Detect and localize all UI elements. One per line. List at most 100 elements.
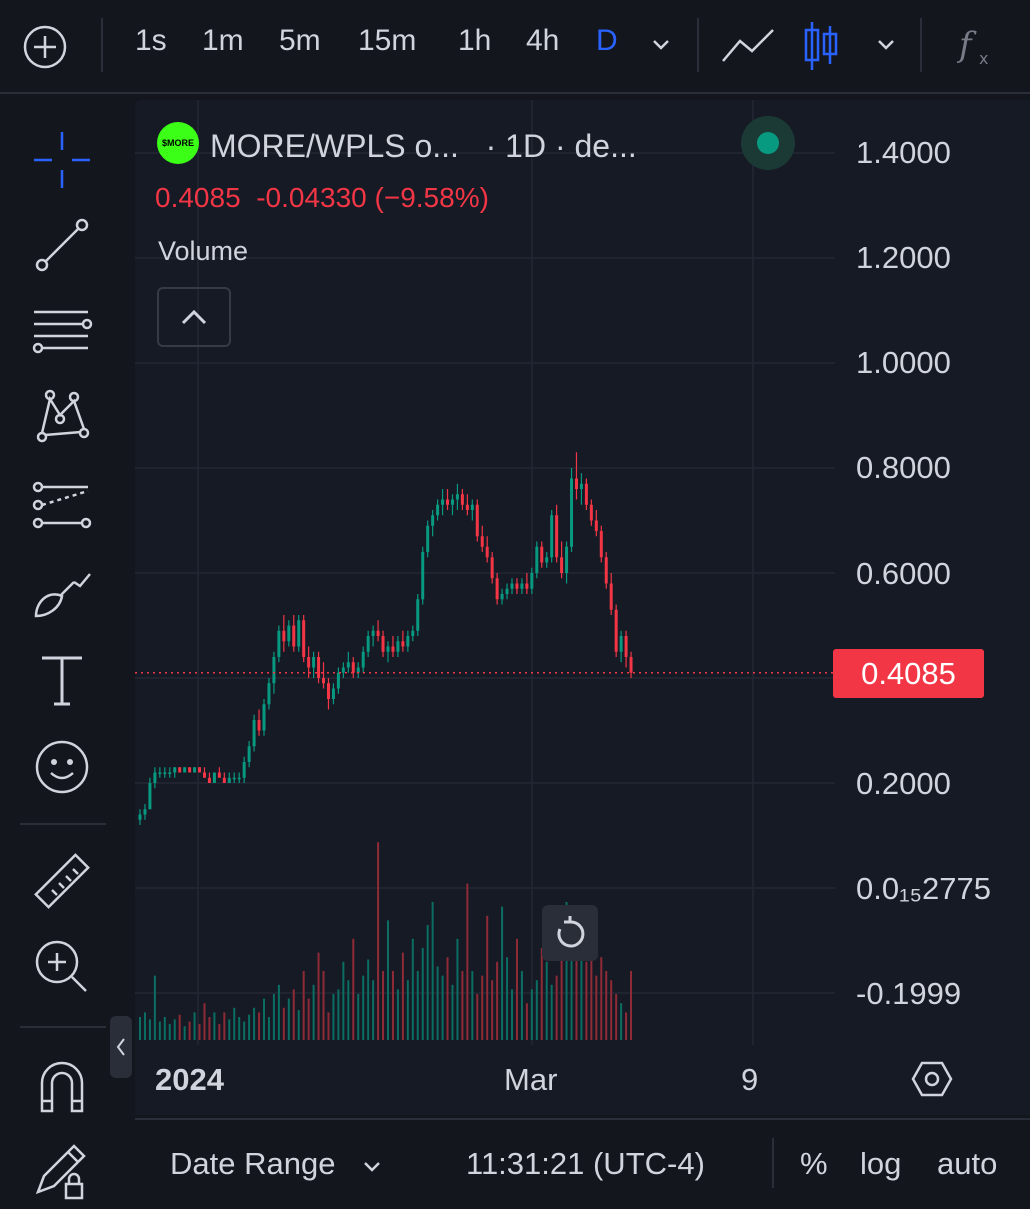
ruler-icon[interactable]: [30, 850, 94, 914]
price-axis-label: 1.0000: [856, 345, 951, 380]
trend-line-icon[interactable]: [30, 213, 94, 277]
interval-1m[interactable]: 1m: [202, 24, 244, 57]
volume-bar: [406, 980, 409, 1040]
candle-body: [614, 609, 618, 652]
volume-bar: [258, 1012, 261, 1040]
interval-5m[interactable]: 5m: [279, 24, 321, 57]
price-chart[interactable]: [135, 100, 1030, 1045]
forecast-icon[interactable]: [30, 473, 94, 537]
candle-body: [153, 772, 157, 783]
time-axis[interactable]: [135, 1045, 1030, 1115]
volume-bar: [476, 994, 479, 1040]
parallel-lines-icon[interactable]: [30, 300, 94, 364]
candle-body: [143, 809, 147, 815]
volume-label[interactable]: Volume: [158, 236, 249, 266]
zoom-in-icon[interactable]: [30, 935, 94, 999]
volume-bar: [411, 938, 414, 1040]
symbol-title[interactable]: MORE/WPLS o... · 1D · de...: [210, 128, 637, 164]
candle-body: [485, 546, 489, 558]
interval-1h[interactable]: 1h: [458, 24, 492, 57]
lock-drawings-icon[interactable]: [30, 1140, 94, 1204]
candle-body: [322, 678, 326, 684]
auto-scale-toggle[interactable]: auto: [937, 1146, 998, 1181]
line-chart-icon[interactable]: [720, 26, 776, 66]
interval-d[interactable]: D: [596, 24, 618, 57]
percent-scale-toggle[interactable]: %: [800, 1146, 828, 1181]
volume-bar: [600, 957, 603, 1040]
candle-body: [520, 583, 524, 589]
pattern-xabcd-icon[interactable]: [30, 385, 94, 449]
interval-15m[interactable]: 15m: [358, 24, 417, 57]
candle-body: [386, 646, 390, 652]
symbol-logo: $MORE: [157, 122, 199, 164]
date-range-button[interactable]: Date Range: [170, 1146, 336, 1181]
chart-pane[interactable]: [135, 100, 1030, 1045]
candle-body: [416, 599, 420, 631]
candle-body: [207, 777, 211, 783]
candle-body: [232, 777, 236, 780]
add-symbol-icon[interactable]: [22, 24, 68, 70]
chevron-down-icon[interactable]: [876, 38, 896, 52]
candle-body: [331, 688, 335, 699]
interval-4h[interactable]: 4h: [526, 24, 560, 57]
crosshair-icon[interactable]: [30, 128, 94, 192]
emoji-icon[interactable]: [30, 735, 94, 799]
clock-timezone[interactable]: 11:31:21 (UTC-4): [466, 1146, 705, 1181]
candle-body: [168, 772, 172, 774]
chevron-down-icon[interactable]: [362, 1160, 382, 1172]
text-icon[interactable]: [30, 648, 94, 712]
candle-body: [173, 767, 177, 773]
drawing-toolbar: [0, 100, 125, 1200]
volume-bar: [282, 1007, 285, 1040]
reset-chart-button[interactable]: [542, 905, 598, 961]
candle-body: [217, 772, 221, 778]
candle-body: [525, 583, 529, 589]
volume-bar: [188, 1021, 191, 1040]
toolbar-divider: [20, 823, 106, 825]
volume-bar: [253, 1007, 256, 1040]
candle-body: [307, 657, 311, 668]
candle-body: [376, 630, 380, 636]
volume-bar: [511, 989, 513, 1040]
candle-body: [510, 583, 514, 589]
volume-bar: [466, 883, 469, 1040]
candle-body: [148, 783, 152, 810]
volume-bar: [238, 1017, 241, 1040]
volume-bar: [267, 1017, 270, 1040]
log-scale-toggle[interactable]: log: [860, 1146, 902, 1181]
volume-bar: [575, 948, 578, 1040]
candle-body: [297, 620, 301, 647]
candle-body: [441, 499, 445, 505]
volume-bar: [486, 915, 489, 1040]
volume-bar: [342, 961, 345, 1040]
collapse-sidebar-handle[interactable]: [110, 1016, 132, 1078]
candle-body: [163, 772, 167, 774]
candle-body: [570, 478, 574, 547]
candle-body: [455, 494, 459, 500]
volume-bar: [272, 994, 275, 1040]
candle-body: [242, 762, 246, 778]
candles-icon[interactable]: [803, 20, 839, 72]
interval-1s[interactable]: 1s: [135, 24, 167, 57]
candle-body: [391, 646, 395, 652]
chevron-down-icon[interactable]: [651, 38, 671, 52]
candle-body: [237, 777, 241, 780]
volume-bar: [352, 938, 355, 1040]
market-status-icon[interactable]: [741, 116, 795, 170]
bottom-divider: [772, 1138, 774, 1188]
candle-body: [584, 483, 588, 505]
brush-icon[interactable]: [30, 562, 94, 626]
candle-body: [436, 504, 440, 516]
collapse-legend-button[interactable]: [157, 287, 231, 347]
magnet-icon[interactable]: [30, 1055, 94, 1119]
volume-bar: [193, 1012, 196, 1040]
candle-body: [401, 641, 405, 647]
volume-bar: [203, 1003, 206, 1040]
candle-body: [460, 494, 464, 505]
candle-body: [515, 583, 519, 589]
chart-settings-icon[interactable]: [911, 1058, 953, 1100]
volume-bar: [401, 952, 404, 1040]
volume-bar: [501, 906, 504, 1040]
time-axis-label: 9: [741, 1062, 759, 1097]
